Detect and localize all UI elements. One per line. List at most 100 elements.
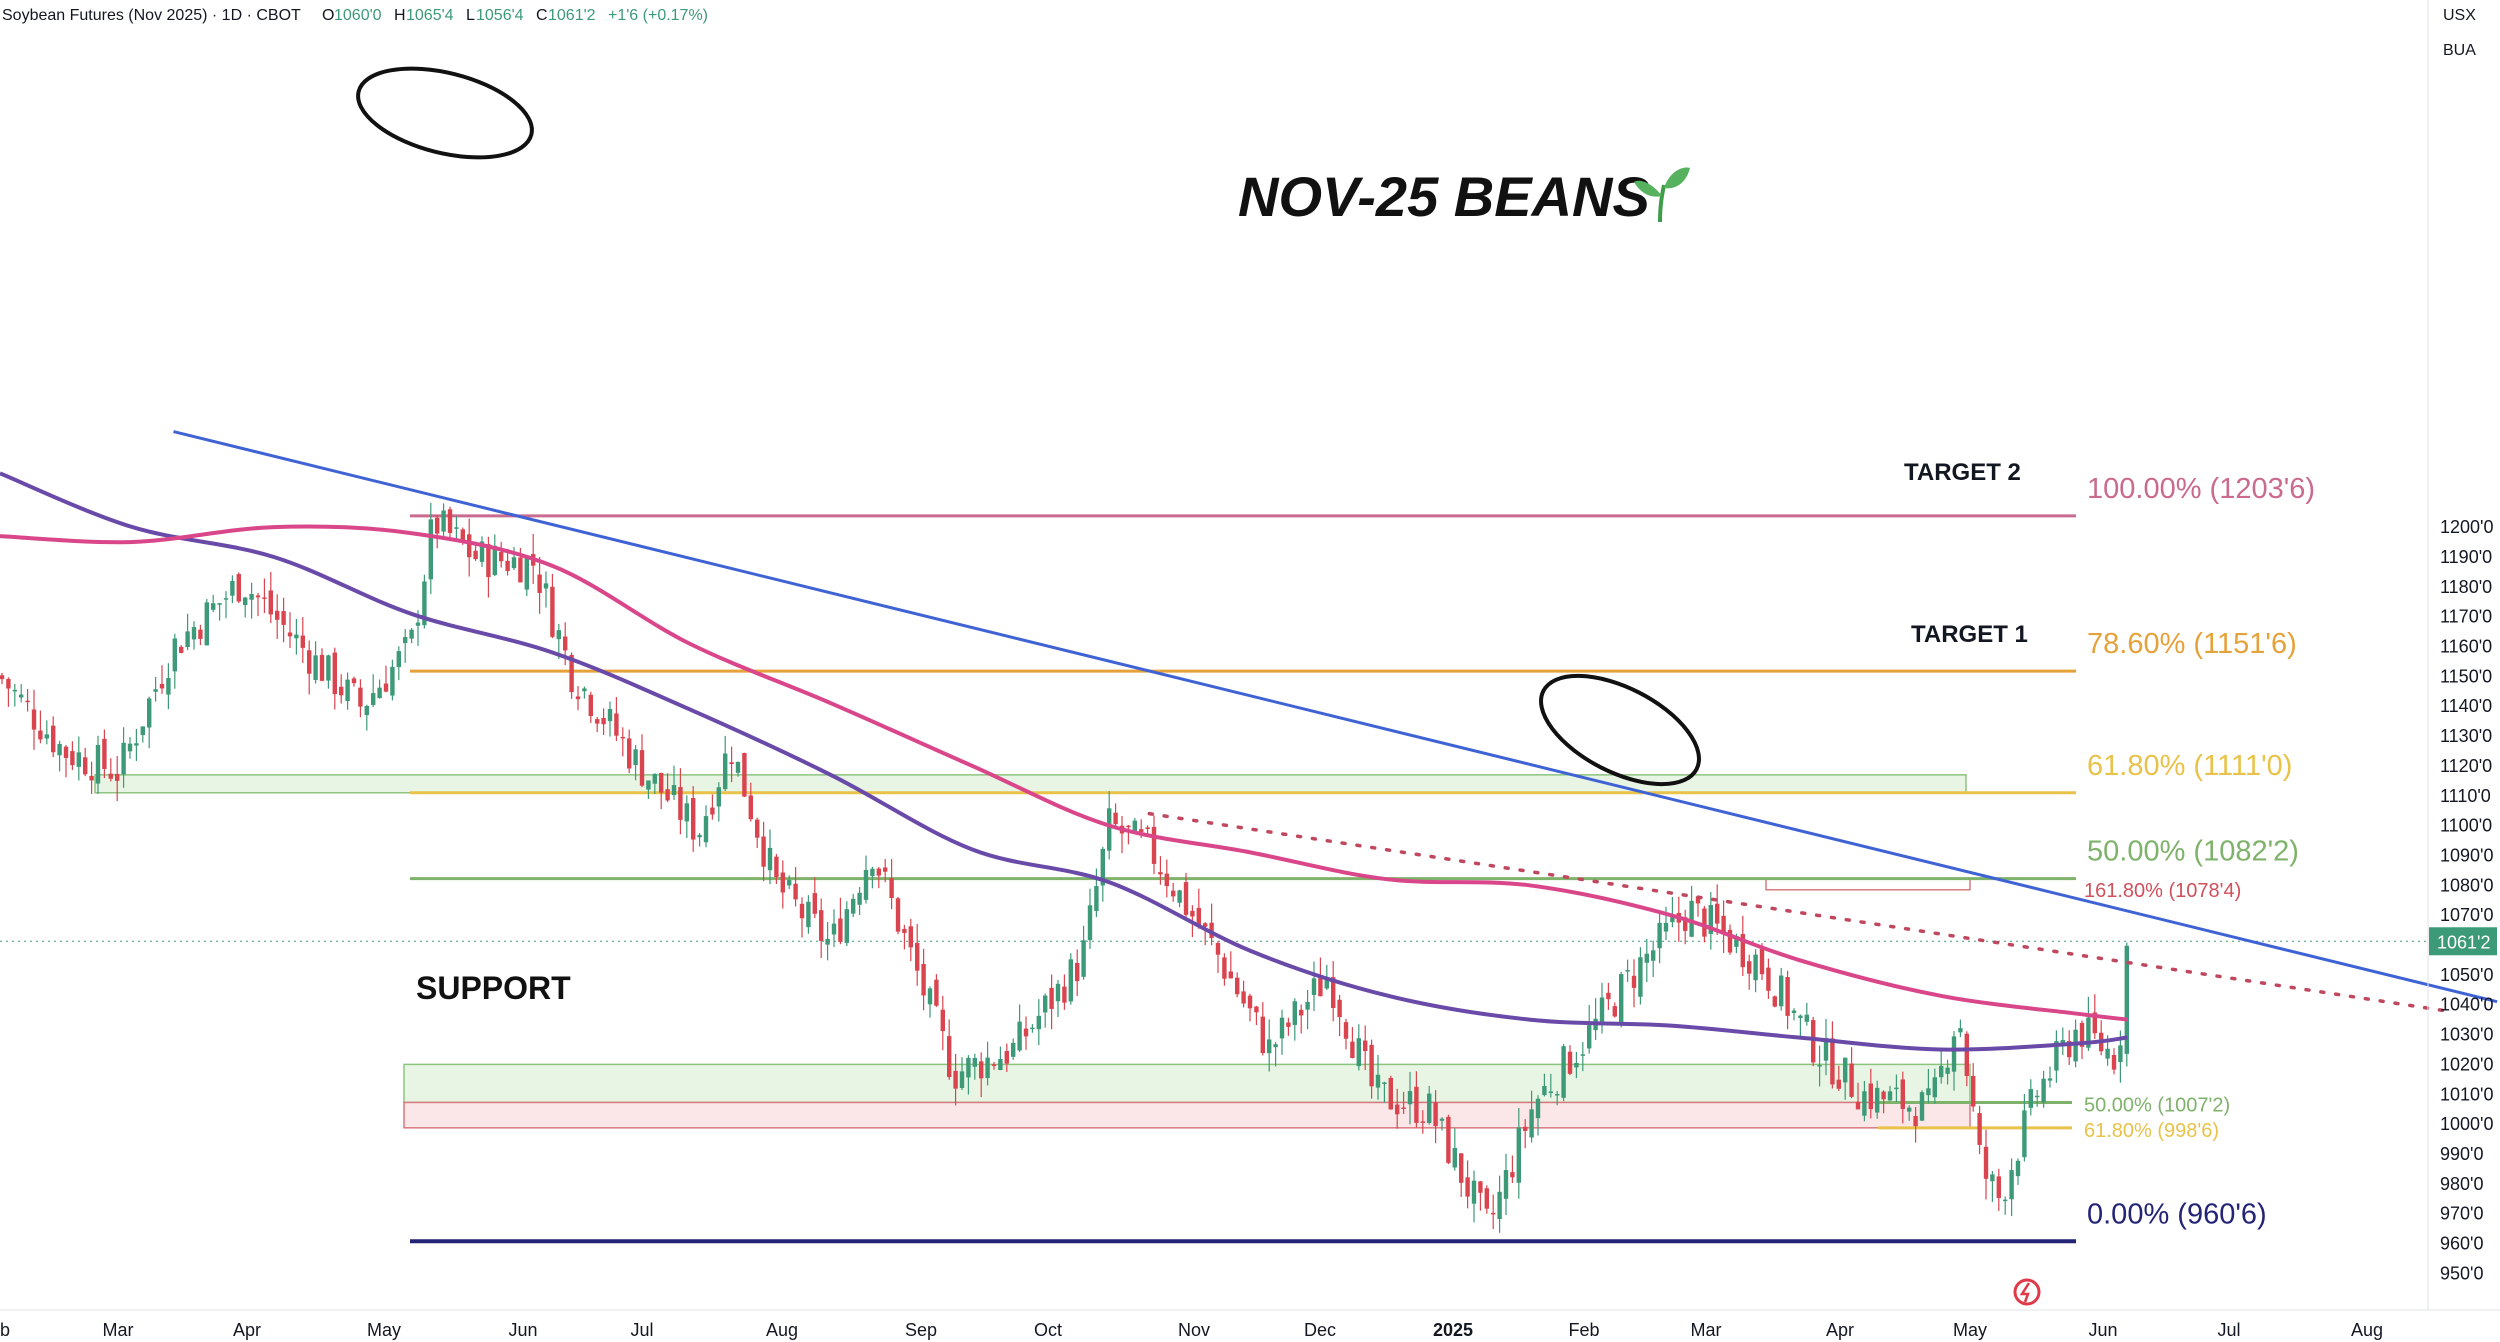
candle-body [1254,1006,1259,1013]
candle-body [294,634,299,639]
candle-body [2124,945,2129,1054]
candle-body [1644,953,1649,963]
candle-body [383,683,389,692]
candle-body [710,807,715,815]
candle-body [588,694,593,717]
candle-body [454,527,459,529]
candle-body [1433,1102,1438,1127]
candle-body [1638,957,1643,997]
candle-body [1926,1088,1931,1096]
candle-body [1203,923,1208,927]
replay-icon[interactable] [2013,1278,2041,1306]
candle-body [1395,1104,1400,1115]
candle-body [2067,1041,2072,1058]
candle-body [627,738,632,769]
candle-body [1017,1021,1022,1051]
candle-body [287,632,293,637]
candle-body [1286,1022,1291,1027]
candle-body [1331,977,1336,1009]
candle-body [537,574,542,593]
candle-body [351,678,357,684]
candle-body [985,1057,990,1079]
candle-body [2054,1041,2059,1071]
price-tick: 1110'0 [2440,786,2491,806]
chart-title: NOV-25 BEANS [1238,165,1650,228]
candle-body [780,872,785,893]
candle-body [1695,896,1701,904]
candle-body [1721,915,1726,933]
candle-body [1625,970,1630,972]
candle-body [1113,812,1118,825]
candle-body [179,646,184,653]
candle-body [134,743,139,746]
candle-body [1830,1038,1835,1085]
candle-body [115,773,120,781]
candle-body [1228,971,1233,979]
candle-body [1158,872,1163,875]
candle-body [31,709,37,730]
candle-body [1689,900,1694,937]
currency-label[interactable]: USX [2443,7,2476,24]
candle-body [959,1071,965,1089]
candle-body [371,693,376,705]
candle-body [511,557,517,569]
candle-body [767,847,773,871]
time-tick: Jun [2088,1320,2117,1340]
candle-body [1023,1028,1029,1037]
candle-body [1900,1079,1905,1109]
candle-body [1958,1028,1963,1033]
candle-body [1785,977,1790,1016]
candle-body [339,686,344,696]
candle-body [991,1064,997,1066]
candle-body [1427,1093,1432,1123]
candle-body [895,898,901,932]
price-tick: 990'0 [2440,1144,2483,1164]
time-axis[interactable]: b Mar Apr May Jun Jul Aug Sep Oct Nov Dec 2025 Feb Ma… [0,1320,2383,1340]
candle-body [1708,905,1713,934]
candle-body [1439,1118,1445,1121]
candle-body [953,1070,958,1089]
candle-body [1823,1038,1829,1061]
candle-body [1075,962,1080,982]
ohlc-high-label: H [394,7,406,24]
candle-body [998,1058,1003,1071]
candle-body [1875,1087,1880,1113]
candle-body [2015,1160,2021,1177]
candle-body [1292,1001,1297,1025]
candle-body [2118,1045,2123,1063]
candle-body [1414,1086,1419,1123]
price-tick: 960'0 [2440,1234,2483,1254]
price-axis[interactable]: 1200'0 1190'0 1180'0 1170'0 1160'0 1150'0 1140… [2429,517,2497,1283]
candle-body [198,629,203,639]
candle-body [1196,907,1201,927]
candle-body [1087,905,1093,941]
candle-body [268,590,273,615]
candle-body [761,836,766,867]
candle-body [729,762,734,764]
candle-body [620,736,625,739]
candle-body [230,580,235,596]
candle-body [1798,1015,1803,1018]
candle-body [70,751,75,766]
candle-body [313,655,318,680]
candle-body [915,942,920,971]
candle-body [12,689,17,692]
candle-body [2092,1012,2097,1034]
candle-body [1849,1063,1854,1097]
candle-body [1913,1116,1918,1127]
candle-body [902,928,907,933]
candle-body [550,586,555,637]
time-tick: Aug [766,1320,798,1340]
candle-body [390,666,395,696]
candle-body [1516,1127,1521,1183]
price-tick: 1190'0 [2440,547,2492,567]
candles-layer [0,502,2129,1233]
candle-body [1663,922,1669,932]
candle-body [518,557,523,583]
candle-body [1971,1075,1976,1107]
price-tick: 980'0 [2440,1174,2483,1194]
candle-body [1670,915,1675,923]
unit-label[interactable]: BUA [2443,42,2476,59]
candle-body [1932,1077,1937,1098]
